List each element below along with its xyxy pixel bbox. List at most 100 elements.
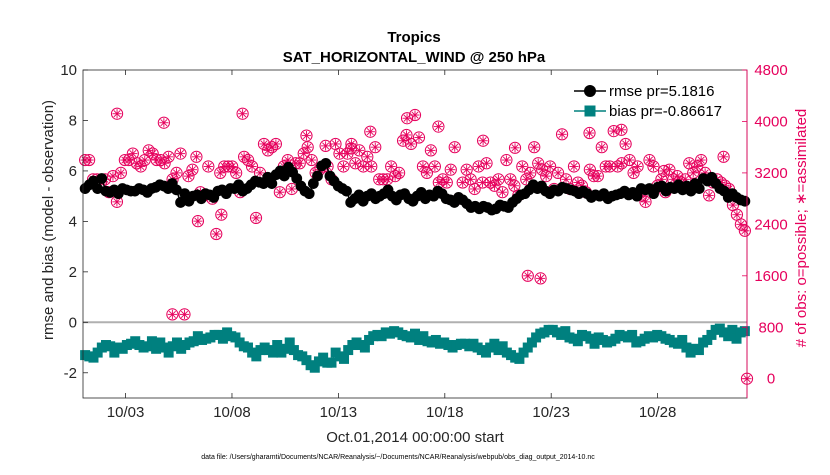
obs-count-point <box>536 163 549 176</box>
bias-point <box>109 347 120 358</box>
obs-count-point <box>241 153 255 167</box>
y-tick-label-right: 4800 <box>754 62 787 79</box>
x-axis-label: Oct.01,2014 00:00:00 start <box>326 429 504 446</box>
obs-count-point <box>567 160 581 173</box>
obs-count-point <box>424 144 437 157</box>
y-tick-label-right: 4000 <box>754 113 787 130</box>
bias-point <box>497 341 508 352</box>
bias-point <box>217 333 228 344</box>
bias-point <box>727 324 738 335</box>
obs-count-point <box>400 128 413 142</box>
rmse-point <box>739 195 751 207</box>
bias-point <box>326 357 337 368</box>
y-tick-label-left: 4 <box>69 213 77 230</box>
obs-count-point <box>273 186 286 199</box>
bias-point <box>251 351 262 362</box>
y-tick-label-left: 0 <box>69 314 77 331</box>
obs-count-point <box>468 182 481 196</box>
obs-count-point <box>345 142 358 155</box>
y-axis-label-right: # of obs: o=possible; ∗=assimilated <box>793 109 810 348</box>
obs-count-point <box>420 166 434 180</box>
legend: rmse pr=5.1816 bias pr=-0.86617 <box>567 77 747 121</box>
obs-count-point <box>178 308 191 321</box>
bias-point <box>288 345 299 356</box>
chart-subtitle: SAT_HORIZONTAL_WIND @ 250 hPa <box>283 49 546 66</box>
obs-count-point <box>492 173 505 186</box>
obs-count-point <box>190 150 203 163</box>
bias-point <box>163 347 174 358</box>
obs-count-point <box>146 147 159 160</box>
obs-count-point <box>230 166 243 180</box>
bias-point <box>105 341 116 352</box>
bias-point <box>171 337 182 348</box>
bias-point <box>410 328 420 339</box>
obs-count-point <box>191 215 205 228</box>
bias-point <box>681 342 692 353</box>
legend-bias-label: bias pr=-0.86617 <box>609 103 722 120</box>
y-tick-label-right: 0 <box>767 371 775 388</box>
y-tick-label-left: 6 <box>69 163 77 180</box>
obs-count-point <box>583 126 596 140</box>
rmse-point <box>278 170 290 182</box>
obs-count-point <box>717 150 730 163</box>
obs-count-point <box>214 166 227 180</box>
obs-count-point <box>643 153 656 167</box>
obs-count-point <box>440 176 453 189</box>
bias-point <box>359 342 370 353</box>
obs-count-point <box>534 272 547 285</box>
bias-point <box>343 345 354 356</box>
obs-count-point <box>583 163 596 176</box>
rmse-point <box>96 173 108 184</box>
y-axis-label-left: rmse and bias (model - observation) <box>40 100 57 340</box>
bias-point <box>480 347 491 358</box>
obs-count-point <box>730 208 744 221</box>
obs-count-point <box>157 116 170 129</box>
obs-count-point <box>595 141 608 154</box>
bias-point <box>230 332 241 343</box>
bias-point <box>723 331 734 342</box>
bias-point <box>702 334 713 345</box>
obs-count-point <box>297 147 310 160</box>
obs-count-point <box>162 150 175 163</box>
rmse-point <box>312 170 323 182</box>
legend-rmse-label: rmse pr=5.1816 <box>609 83 714 100</box>
obs-count-point <box>114 166 127 180</box>
y-tick-label-right: 1600 <box>754 268 787 285</box>
obs-count-point <box>460 163 473 176</box>
rmse-point <box>171 184 182 196</box>
obs-count-point <box>269 137 282 151</box>
obs-count-point <box>353 144 366 157</box>
bias-point <box>677 334 688 345</box>
obs-count-point <box>393 166 406 180</box>
bias-point <box>489 338 500 349</box>
obs-count-point <box>186 163 199 176</box>
obs-count-point <box>337 160 350 173</box>
legend-rmse-marker <box>584 85 596 97</box>
obs-count-point <box>480 157 493 170</box>
obs-count-point <box>591 170 604 183</box>
bias-point <box>560 326 571 337</box>
bias-point <box>142 341 153 352</box>
obs-count-point <box>555 128 569 141</box>
bias-point <box>522 342 533 353</box>
bias-point <box>339 353 350 364</box>
obs-count-point <box>615 157 628 170</box>
bias-point <box>155 337 166 348</box>
obs-count-point <box>607 124 620 138</box>
bias-point <box>284 337 295 348</box>
rmse-point <box>303 188 315 200</box>
y-tick-label-left: 10 <box>60 62 77 79</box>
obs-count-point <box>369 141 382 154</box>
x-tick-label: 10/28 <box>639 404 677 421</box>
obs-count-point <box>524 166 537 180</box>
rmse-point <box>320 157 332 169</box>
bias-point <box>693 345 704 356</box>
obs-count-point <box>496 186 509 199</box>
x-tick-label: 10/13 <box>320 404 358 421</box>
obs-count-point <box>412 131 426 144</box>
bias-point <box>242 342 253 353</box>
obs-count-point <box>691 160 704 173</box>
obs-count-point <box>551 166 565 180</box>
bias-point <box>92 347 103 358</box>
